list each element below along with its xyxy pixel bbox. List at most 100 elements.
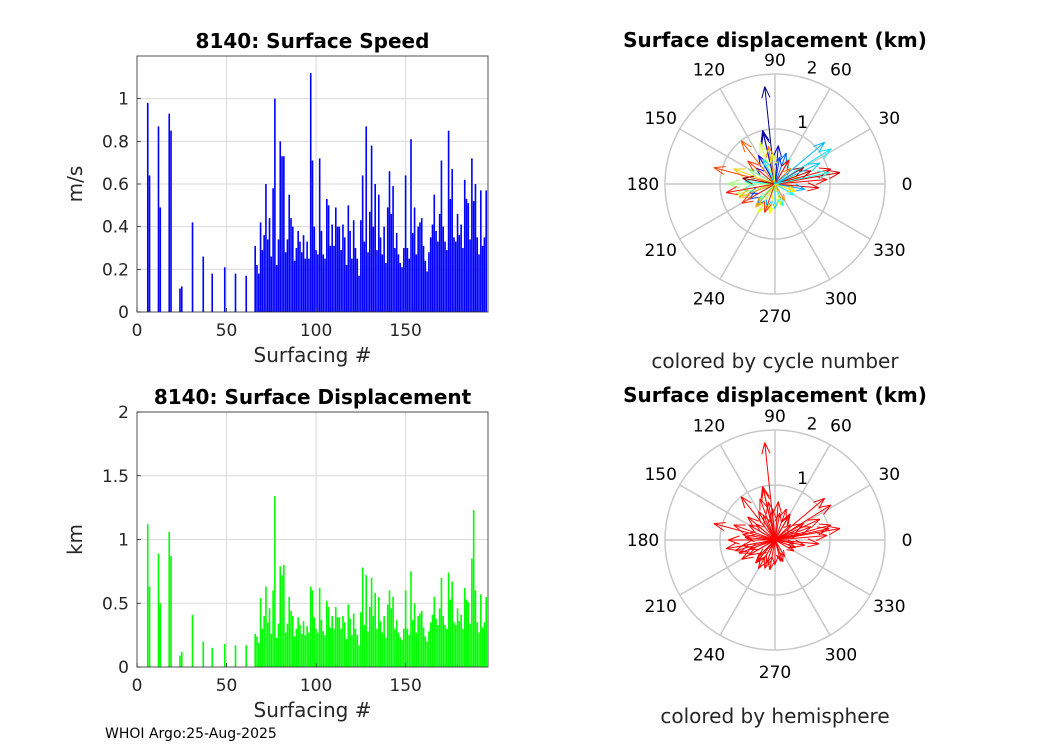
bar <box>318 158 321 312</box>
bar <box>392 186 394 312</box>
bar <box>279 141 282 312</box>
bar <box>336 617 339 667</box>
arrow-head <box>726 192 739 196</box>
arrow-head <box>771 153 778 164</box>
bar <box>426 271 428 312</box>
displacement-arrow <box>774 183 782 206</box>
arrow-head <box>788 188 795 196</box>
theta-tick-label: 240 <box>693 289 725 309</box>
bar <box>326 600 328 667</box>
bar <box>365 126 368 313</box>
arrow-head <box>771 509 778 520</box>
displacement-arrow <box>774 172 829 185</box>
polar-chart-hemisphere: 0 30 60 120 150 180 210 240 270 300 330 90 1 2 Surface… <box>623 383 927 728</box>
bar <box>311 160 314 312</box>
bar <box>259 222 262 312</box>
bar <box>408 635 411 667</box>
bar <box>451 581 453 667</box>
arrow-head <box>819 504 832 508</box>
bar <box>399 637 402 667</box>
bar <box>446 250 448 312</box>
bar <box>331 224 334 312</box>
arrow-head <box>782 549 786 557</box>
theta-tick-label: 300 <box>825 645 857 665</box>
bar <box>148 586 151 667</box>
x-axis-label: Surfacing # <box>254 343 372 367</box>
bar <box>374 593 376 667</box>
arrow-head <box>763 158 771 167</box>
arrow-head <box>786 160 790 170</box>
arrow-head <box>780 197 782 206</box>
bar <box>363 241 366 312</box>
bar <box>340 250 342 312</box>
bar <box>481 245 484 312</box>
displacement-arrow <box>774 512 781 541</box>
arrow-head <box>757 199 766 206</box>
bar <box>311 590 314 667</box>
bar <box>318 587 321 667</box>
displacement-arrow <box>726 183 776 194</box>
displacement-arrow <box>738 183 776 198</box>
displacement-arrow <box>764 183 776 213</box>
bar <box>435 618 437 667</box>
bar <box>376 250 378 312</box>
displacement-arrow <box>774 515 790 541</box>
bar <box>336 226 339 312</box>
bar <box>245 645 248 667</box>
bar <box>472 510 475 667</box>
arrow-head <box>740 140 746 153</box>
bar <box>449 599 452 667</box>
bar <box>265 586 267 667</box>
bar <box>411 619 414 667</box>
displacement-arrow <box>747 516 776 541</box>
bar <box>483 237 486 312</box>
bar <box>456 213 459 312</box>
theta-tick-label: 150 <box>644 109 676 129</box>
bar <box>306 241 308 312</box>
bar <box>302 235 305 312</box>
theta-tick-label: 0 <box>902 531 913 551</box>
arrow-head <box>755 197 760 208</box>
bar <box>329 245 332 312</box>
arrow-head <box>728 183 740 189</box>
bar <box>322 631 325 667</box>
arrow-head <box>764 559 772 569</box>
arrow-head <box>818 172 830 180</box>
x-tick-label: 100 <box>300 676 332 696</box>
theta-tick-label: 270 <box>759 663 791 683</box>
displacement-arrow <box>774 170 812 185</box>
bar <box>472 201 475 312</box>
displacement-arrow <box>740 140 776 185</box>
bar <box>268 608 271 667</box>
bar <box>148 175 151 312</box>
bar <box>420 218 423 312</box>
arrow-head <box>713 523 725 531</box>
y-tick-label: 0.4 <box>102 218 129 238</box>
theta-tick-label: 90 <box>764 407 786 427</box>
arrow-head <box>728 539 740 545</box>
bar <box>180 286 183 312</box>
bar <box>272 590 274 667</box>
bar <box>331 616 334 667</box>
chart-title: 8140: Surface Speed <box>196 29 430 53</box>
arrow-head <box>758 201 761 213</box>
bar <box>395 619 398 667</box>
arrow-head <box>758 204 768 213</box>
bar <box>478 632 480 667</box>
bar <box>463 587 466 667</box>
arrow-head <box>801 526 812 535</box>
bar <box>223 267 226 312</box>
bar <box>465 198 468 312</box>
displacement-arrow <box>733 168 776 185</box>
bar <box>463 179 466 312</box>
arrow-head <box>748 524 760 528</box>
arrow-head <box>758 548 764 556</box>
arrow-head <box>738 545 749 554</box>
bar <box>170 556 172 667</box>
bar <box>401 640 403 667</box>
x-axis-label: colored by cycle number <box>651 349 899 373</box>
theta-tick-label: 90 <box>764 51 786 71</box>
theta-tick-label: 210 <box>644 241 676 261</box>
bar <box>299 241 301 312</box>
bar <box>146 524 149 667</box>
